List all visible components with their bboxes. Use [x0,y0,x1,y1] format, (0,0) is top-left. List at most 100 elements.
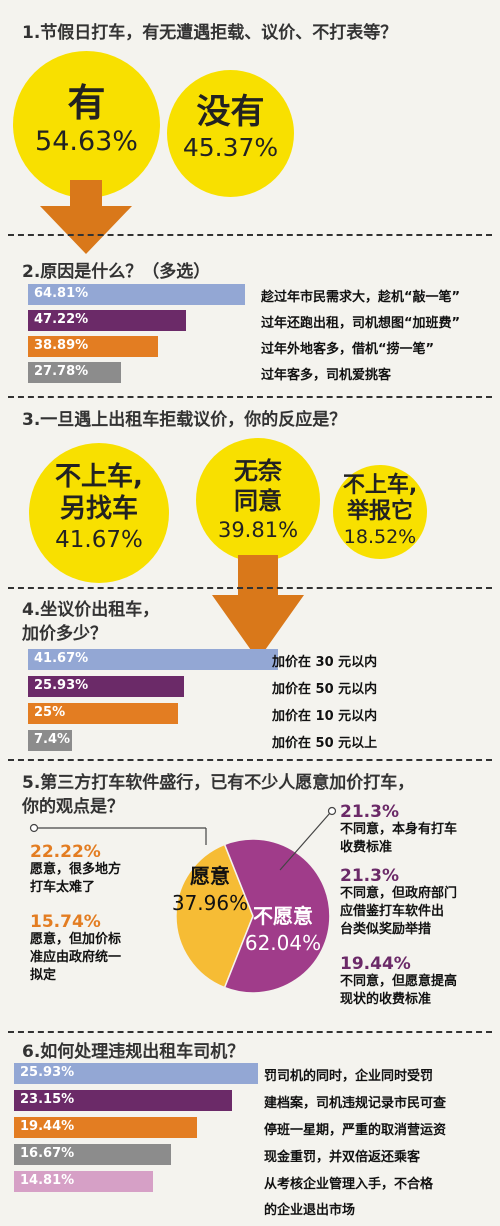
q6-bar-label-5-line2: 的企业退出市场 [264,1203,356,1218]
q2-bar-3-value: 38.89% [34,338,89,353]
q6-bar-3-value: 19.44% [20,1119,75,1134]
q5-note-right-2-line3: 台类似奖励举措 [340,922,432,937]
q6-bar-5-label: 从考核企业管理入手，不合格 [264,1177,434,1192]
q2-bar-1-value: 64.81% [34,286,89,301]
q5-pie-yes-label: 愿意 [190,864,230,888]
q4-title-line1: 4.坐议价出租车， [22,600,160,620]
q1-arrow-icon [40,180,132,254]
q5-note-right-1: 21.3% 不同意，本身有打车 收费标准 [340,803,457,857]
q5-note-left-1: 22.22% 愿意，很多地方 打车太难了 [30,843,121,897]
q5-note-left-2: 15.74% 愿意，但加价标 准应由政府统一 拟定 [30,913,121,985]
q1-yes-label: 有 [67,81,106,125]
q5-note-right-1-pct: 21.3% [340,802,399,822]
q1-no-bubble: 没有 45.37% [167,70,294,197]
q3-arrow-icon [212,555,304,660]
q5-right-leader-dot [327,806,337,816]
q4-bar-1-value: 41.67% [34,651,89,666]
q3-c3-line2: 举报它 [346,499,413,524]
q5-right-leader-line [279,812,331,871]
divider-2 [8,396,492,398]
q5-title-line1: 5.第三方打车软件盛行，已有不少人愿意加价打车， [22,773,415,793]
q5-note-right-3-line1: 不同意，但愿意提高 [340,974,458,989]
q2-title: 2.原因是什么？（多选） [22,262,211,282]
q4-bar-1-label: 加价在 30 元以内 [272,655,378,670]
q3-bubble-report: 不上车, 举报它 18.52% [333,465,427,559]
q2-bar-2: 47.22% [28,310,186,331]
divider-3 [8,587,492,589]
q3-c2-line2: 同意 [234,487,282,515]
q6-bar-2-value: 23.15% [20,1092,75,1107]
q3-c3-line1: 不上车, [342,473,418,498]
q6-bar-3: 19.44% [14,1117,197,1138]
q5-note-right-3: 19.44% 不同意，但愿意提高 现状的收费标准 [340,955,457,1009]
q5-note-right-3-pct: 19.44% [340,954,411,974]
divider-1 [8,234,492,236]
q6-bar-1-value: 25.93% [20,1065,75,1080]
q4-title: 4.坐议价出租车， 加价多少？ [22,598,159,646]
q1-no-pct: 45.37% [182,133,279,162]
q1-yes-pct: 54.63% [35,126,138,157]
q6-bar-1: 25.93% [14,1063,258,1084]
q5-note-left-2-pct: 15.74% [30,912,101,932]
q3-c3-pct: 18.52% [343,526,417,548]
q5-pie-no-label: 不愿意 [253,904,313,928]
q5-note-left-1-line2: 打车太难了 [30,880,96,895]
q4-bar-1: 41.67% [28,649,278,670]
q3-bubble-agree: 无奈 同意 39.81% [196,438,320,562]
q3-bubble-another-taxi: 不上车, 另找车 41.67% [29,443,169,583]
q1-yes-bubble: 有 54.63% [13,51,160,198]
q4-bar-4-label: 加价在 50 元以上 [272,736,378,751]
q5-note-right-1-line2: 收费标准 [340,840,393,855]
q6-bar-5-value: 14.81% [20,1173,75,1188]
q6-bar-4-label: 现金重罚，并双倍返还乘客 [264,1150,421,1165]
q1-no-label: 没有 [196,92,265,132]
divider-4 [8,759,492,761]
q5-note-left-2-line3: 拟定 [30,968,57,983]
q4-title-line2: 加价多少？ [22,624,107,644]
q4-bar-4: 7.4% [28,730,72,751]
q5-note-left-2-line2: 准应由政府统一 [30,950,122,965]
q2-bar-4-label: 过年客多，司机爱挑客 [261,368,392,383]
q5-note-left-2-line1: 愿意，但加价标 [30,932,122,947]
q4-bar-2: 25.93% [28,676,184,697]
q2-bar-1-label: 趁过年市民需求大，趁机“敲一笔” [261,290,461,305]
q2-bar-2-value: 47.22% [34,312,89,327]
q3-c2-pct: 39.81% [217,518,299,542]
q5-title: 5.第三方打车软件盛行，已有不少人愿意加价打车， 你的观点是？ [22,771,414,819]
q5-note-right-3-line2: 现状的收费标准 [340,992,432,1007]
q3-c1-line2: 另找车 [59,494,138,524]
q5-note-left-1-pct: 22.22% [30,842,101,862]
q3-c1-pct: 41.67% [55,527,143,553]
q2-bar-2-label: 过年还跑出租，司机想图“加班费” [261,316,461,331]
q5-title-line2: 你的观点是？ [22,797,124,817]
q3-title: 3.一旦遇上出租车拒载议价，你的反应是？ [22,410,347,430]
q4-bar-4-value: 7.4% [34,732,71,747]
q6-bar-1-label: 罚司机的同时，企业同时受罚 [264,1069,434,1084]
q6-title: 6.如何处理违规出租车司机？ [22,1042,245,1062]
q5-pie-slice-yes [175,843,254,989]
q3-c1-line1: 不上车, [55,462,143,492]
q6-bar-2-label: 建档案，司机违规记录市民可查 [264,1096,447,1111]
q5-pie-no-value: 62.04% [245,931,321,955]
q2-bar-4-value: 27.78% [34,364,89,379]
q2-bar-3: 38.89% [28,336,158,357]
q6-bar-3-label: 停班一星期，严重的取消营运资 [264,1123,447,1138]
q4-bar-3: 25% [28,703,178,724]
q2-bar-1: 64.81% [28,284,245,305]
q1-title: 1.节假日打车，有无遭遇拒载、议价、不打表等？ [22,23,398,43]
q4-bar-2-value: 25.93% [34,678,89,693]
q2-bar-3-label: 过年外地客多，借机“捞一笔” [261,342,435,357]
q6-bar-2: 23.15% [14,1090,232,1111]
q5-note-right-1-line1: 不同意，本身有打车 [340,822,458,837]
q6-bar-4-value: 16.67% [20,1146,75,1161]
q5-note-right-2: 21.3% 不同意，但政府部门 应借鉴打车软件出 台类似奖励举措 [340,867,457,939]
q5-note-right-2-pct: 21.3% [340,866,399,886]
q5-left-leader-dot [29,823,39,833]
q5-pie-yes-value: 37.96% [172,891,248,915]
q4-bar-2-label: 加价在 50 元以内 [272,682,378,697]
q5-note-left-1-line1: 愿意，很多地方 [30,862,122,877]
q6-bar-5: 14.81% [14,1171,153,1192]
q3-c2-line1: 无奈 [234,457,282,485]
q5-note-right-2-line1: 不同意，但政府部门 [340,886,458,901]
